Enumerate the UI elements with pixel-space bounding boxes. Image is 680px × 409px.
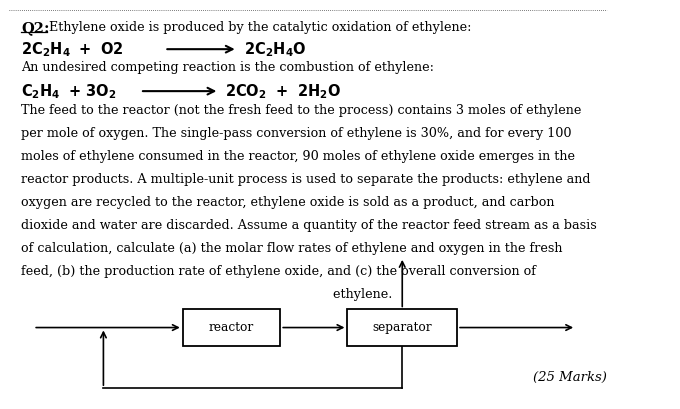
Bar: [347, 309, 457, 346]
Bar: [183, 309, 280, 346]
Text: $\mathbf{2C_2H_4}$  $\mathbf{+}$  $\mathbf{O2}$: $\mathbf{2C_2H_4}$ $\mathbf{+}$ $\mathbf…: [21, 40, 124, 59]
Text: oxygen are recycled to the reactor, ethylene oxide is sold as a product, and car: oxygen are recycled to the reactor, ethy…: [21, 196, 555, 209]
Text: Ethylene oxide is produced by the catalytic oxidation of ethylene:: Ethylene oxide is produced by the cataly…: [48, 21, 471, 34]
Text: Q2:: Q2:: [21, 21, 50, 35]
Text: (25 Marks): (25 Marks): [533, 371, 607, 384]
Text: ethylene.: ethylene.: [21, 288, 392, 301]
Text: separator: separator: [373, 321, 432, 334]
Text: The feed to the reactor (not the fresh feed to the process) contains 3 moles of : The feed to the reactor (not the fresh f…: [21, 104, 581, 117]
Text: dioxide and water are discarded. Assume a quantity of the reactor feed stream as: dioxide and water are discarded. Assume …: [21, 219, 597, 232]
Text: reactor products. A multiple-unit process is used to separate the products: ethy: reactor products. A multiple-unit proces…: [21, 173, 590, 187]
Text: moles of ethylene consumed in the reactor, 90 moles of ethylene oxide emerges in: moles of ethylene consumed in the reacto…: [21, 151, 575, 164]
Text: feed, (b) the production rate of ethylene oxide, and (c) the overall conversion : feed, (b) the production rate of ethylen…: [21, 265, 536, 279]
Text: per mole of oxygen. The single-pass conversion of ethylene is 30%, and for every: per mole of oxygen. The single-pass conv…: [21, 128, 572, 140]
Text: An undesired competing reaction is the combustion of ethylene:: An undesired competing reaction is the c…: [21, 61, 434, 74]
Text: reactor: reactor: [209, 321, 254, 334]
Text: $\mathbf{2CO_2}$  $\mathbf{+\ \ 2H_2O}$: $\mathbf{2CO_2}$ $\mathbf{+\ \ 2H_2O}$: [225, 82, 341, 101]
Text: $\mathbf{2C_2H_4O}$: $\mathbf{2C_2H_4O}$: [243, 40, 306, 59]
Text: $\mathbf{C_2H_4}$  $\mathbf{+\ 3O_2}$: $\mathbf{C_2H_4}$ $\mathbf{+\ 3O_2}$: [21, 82, 117, 101]
Text: of calculation, calculate (a) the molar flow rates of ethylene and oxygen in the: of calculation, calculate (a) the molar …: [21, 243, 562, 256]
